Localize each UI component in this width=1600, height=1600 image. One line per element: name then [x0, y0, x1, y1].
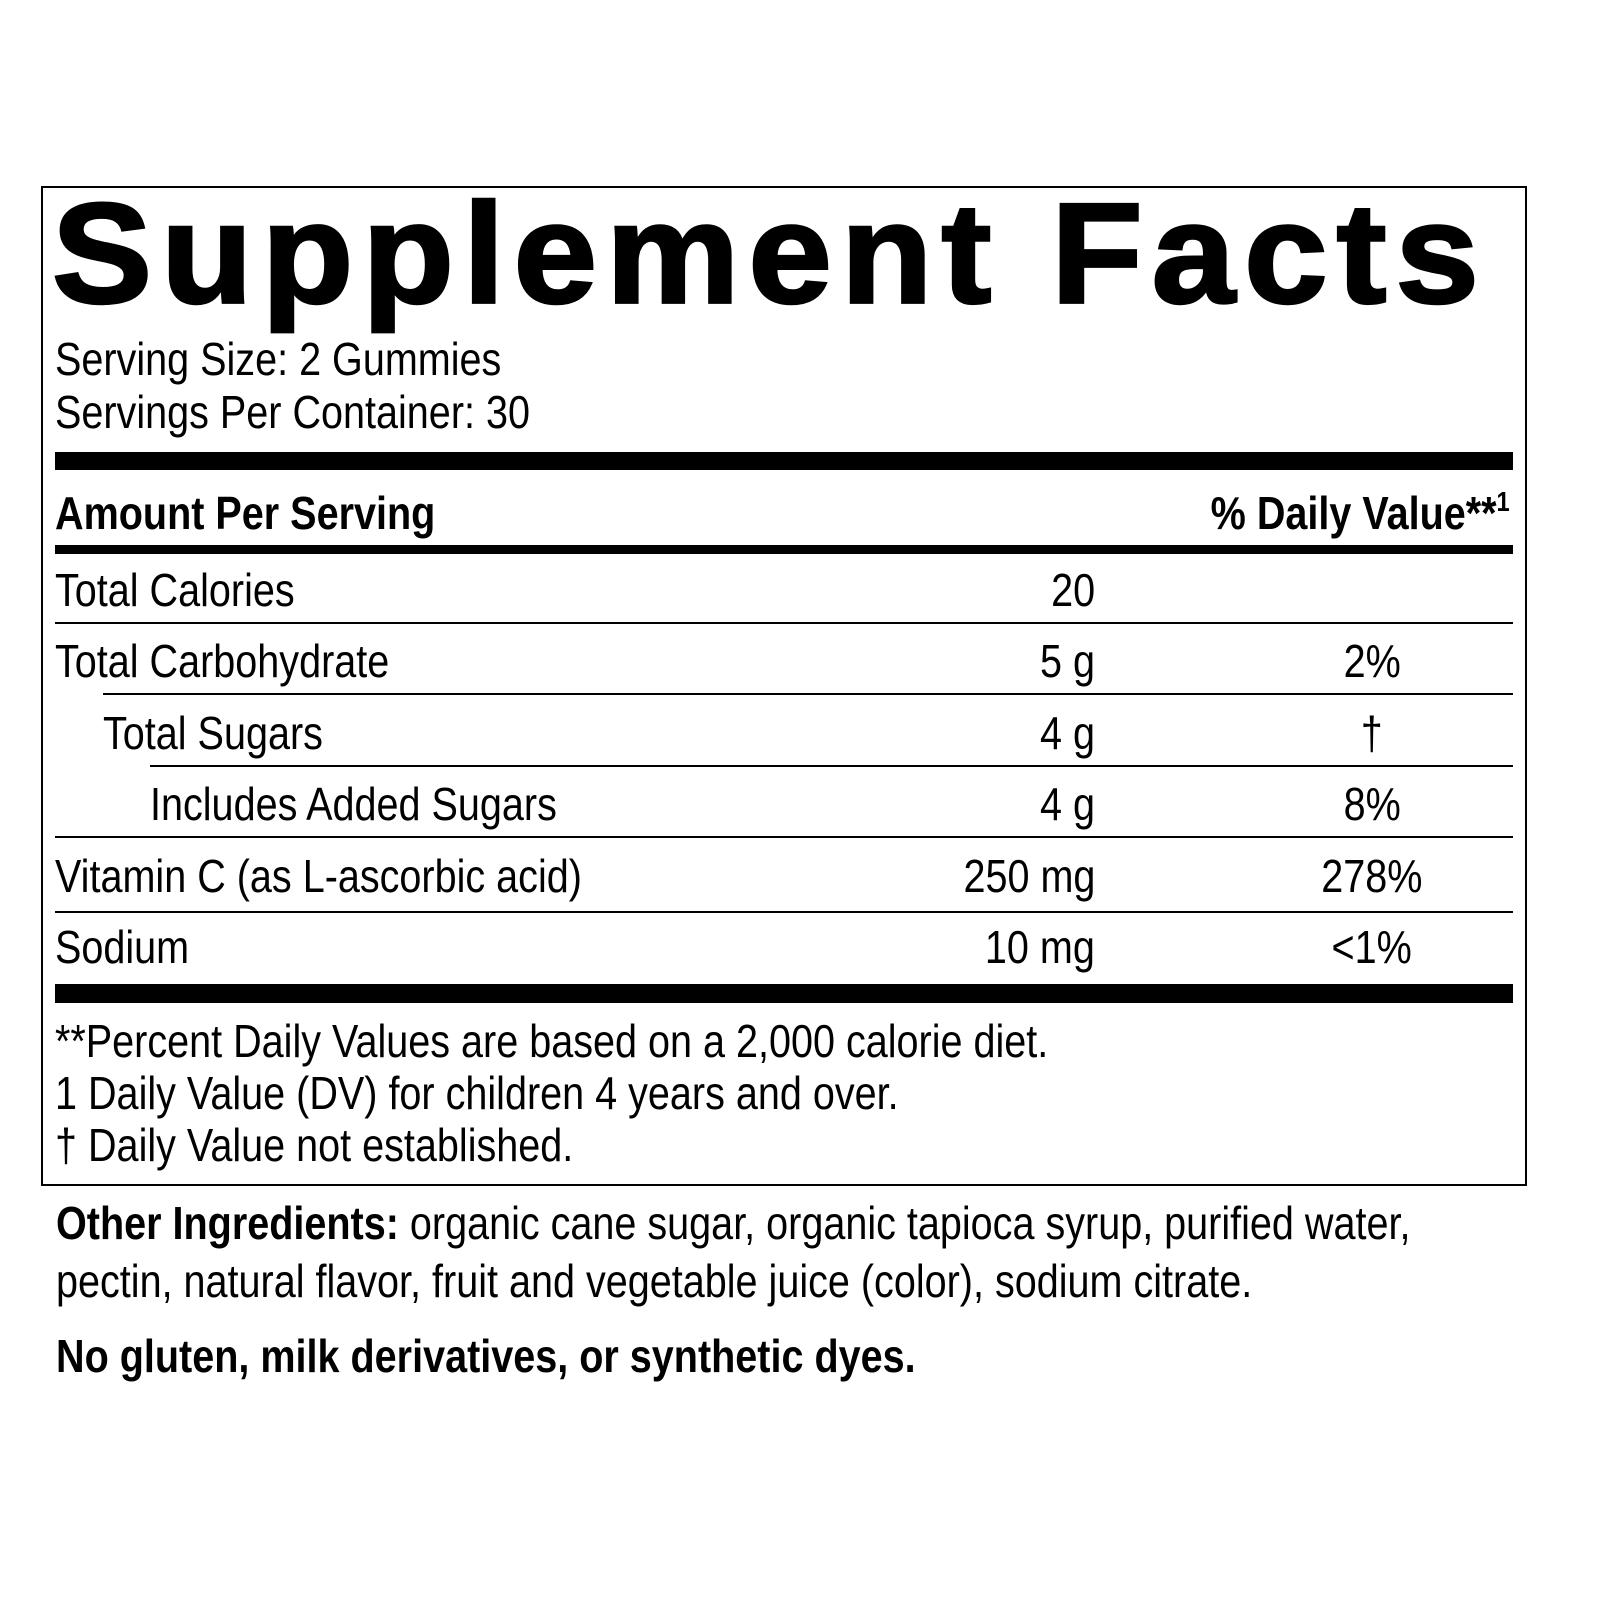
row-label-added-sugars: Includes Added Sugars	[150, 778, 557, 830]
row-divider	[150, 765, 1513, 767]
row-amount-calories: 20	[1050, 564, 1095, 616]
row-divider	[55, 836, 1513, 838]
free-from-statement: No gluten, milk derivatives, or syntheti…	[56, 1330, 916, 1382]
footnote-dv-not-established: † Daily Value not established.	[55, 1119, 574, 1171]
thick-divider	[55, 452, 1513, 470]
thick-divider	[55, 984, 1513, 1003]
row-amount-vitamin-c: 250 mg	[963, 850, 1095, 902]
row-label-carbohydrate: Total Carbohydrate	[55, 635, 390, 687]
row-dv-carbohydrate: 2%	[1343, 635, 1401, 687]
amount-per-serving-header: Amount Per Serving	[55, 487, 436, 539]
row-dv-total-sugars: †	[1360, 707, 1384, 759]
row-amount-added-sugars: 4 g	[1040, 778, 1095, 830]
supplement-facts-panel	[41, 186, 1527, 1186]
row-dv-vitamin-c: 278%	[1321, 850, 1423, 902]
medium-divider	[55, 545, 1513, 554]
daily-value-header: % Daily Value**1	[1210, 486, 1510, 539]
row-label-total-sugars: Total Sugars	[103, 707, 323, 759]
panel-title: Supplement Facts	[51, 173, 1488, 333]
row-amount-total-sugars: 4 g	[1040, 707, 1095, 759]
serving-size: Serving Size: 2 Gummies	[55, 333, 502, 385]
row-amount-carbohydrate: 5 g	[1040, 635, 1095, 687]
row-label-sodium: Sodium	[55, 921, 190, 973]
row-label-calories: Total Calories	[55, 564, 295, 616]
other-ingredients-continued: pectin, natural flavor, fruit and vegeta…	[56, 1255, 1253, 1307]
row-dv-added-sugars: 8%	[1343, 778, 1401, 830]
row-divider	[55, 911, 1513, 913]
row-label-vitamin-c: Vitamin C (as L-ascorbic acid)	[55, 850, 582, 902]
footnote-percent-dv: **Percent Daily Values are based on a 2,…	[55, 1015, 1049, 1067]
row-divider	[103, 693, 1513, 695]
row-divider	[55, 622, 1513, 624]
row-dv-sodium: <1%	[1331, 921, 1413, 973]
servings-per-container: Servings Per Container: 30	[55, 386, 530, 438]
row-amount-sodium: 10 mg	[985, 921, 1095, 973]
footnote-dv-children: 1 Daily Value (DV) for children 4 years …	[55, 1067, 899, 1119]
other-ingredients: Other Ingredients: organic cane sugar, o…	[56, 1197, 1411, 1249]
